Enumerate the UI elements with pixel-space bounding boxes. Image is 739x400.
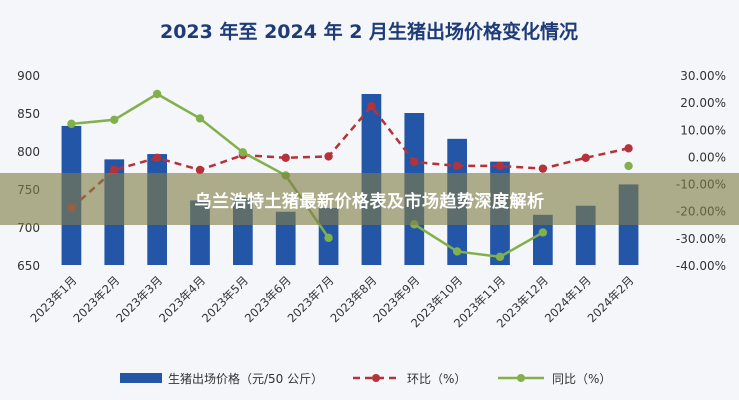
data-point (495, 252, 505, 262)
bar (533, 214, 553, 265)
y-tick-label-right: 20.00% (680, 96, 726, 110)
data-point (195, 114, 205, 123)
legend-label: 环比（%） (407, 372, 466, 386)
chart-title: 2023 年至 2024 年 2 月生猪出场价格变化情况 (160, 20, 578, 43)
data-point (538, 164, 548, 173)
data-point (452, 247, 462, 256)
x-tick-label: 2024年2月 (585, 273, 637, 325)
legend-marker (517, 374, 525, 382)
data-point (67, 119, 76, 129)
data-point (324, 233, 333, 243)
data-point (624, 161, 633, 171)
data-point (152, 89, 162, 99)
y-tick-label-right: 10.00% (680, 123, 726, 137)
y-tick-label-right: 0.00% (688, 150, 726, 164)
legend-marker (372, 374, 380, 382)
overlay-banner: 乌兰浩特土猪最新价格表及市场趋势深度解析 (0, 173, 739, 225)
data-point (152, 153, 162, 162)
legend-label: 生猪出场价格（元/50 公斤） (168, 371, 323, 386)
data-point (367, 102, 376, 111)
series-line (413, 223, 544, 259)
y-tick-label-left: 900 (17, 69, 40, 83)
y-tick-label-left: 650 (17, 259, 40, 273)
series-line (70, 104, 629, 209)
data-point (324, 152, 333, 161)
y-tick-label-right: 30.00% (680, 69, 726, 83)
data-point (110, 115, 119, 124)
data-point (281, 153, 290, 162)
data-point (452, 161, 462, 171)
banner-title: 乌兰浩特土猪最新价格表及市场趋势深度解析 (194, 191, 545, 212)
bar (275, 211, 296, 265)
data-point (410, 157, 419, 167)
legend: 生猪出场价格（元/50 公斤） 环比（%） 同比（%） (120, 371, 611, 386)
y-tick-label-right: -40.00% (676, 259, 726, 273)
data-point (581, 153, 590, 162)
data-point (495, 161, 505, 171)
y-tick-label-left: 850 (17, 107, 40, 121)
y-tick-label-left: 800 (17, 145, 40, 159)
legend-swatch (120, 373, 162, 383)
y-tick-label-right: -30.00% (676, 232, 726, 246)
data-point (624, 144, 633, 153)
legend-label: 同比（%） (552, 372, 611, 386)
data-point (538, 228, 548, 237)
data-point (110, 165, 119, 175)
data-point (195, 165, 205, 175)
data-point (238, 148, 248, 157)
